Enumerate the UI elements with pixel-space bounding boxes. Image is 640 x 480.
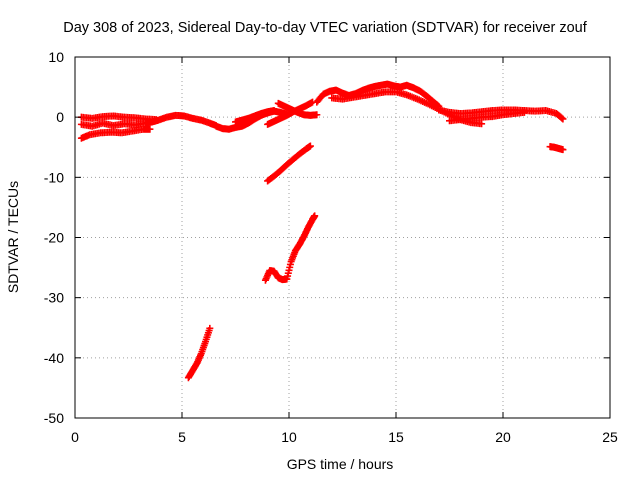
- x-tick-label: 10: [281, 429, 297, 445]
- x-axis-label: GPS time / hours: [287, 456, 394, 472]
- series-band-high: [77, 112, 160, 124]
- data-point: [270, 107, 278, 115]
- data-point: [520, 108, 528, 116]
- data-point: [559, 146, 567, 154]
- data-point: [313, 111, 321, 119]
- data-point: [306, 142, 314, 150]
- series-band-low: [77, 125, 154, 142]
- data-points: [77, 80, 567, 382]
- series-arc-minus-10: [264, 142, 314, 185]
- y-tick-label: -30: [44, 290, 64, 306]
- series-evening-lower: [446, 108, 528, 125]
- data-point: [311, 212, 319, 220]
- y-tick-label: 0: [56, 109, 64, 125]
- x-tick-label: 25: [602, 429, 618, 445]
- chart-title: Day 308 of 2023, Sidereal Day-to-day VTE…: [63, 20, 588, 36]
- axis-ticks: 0 5 10 15 20 25 -50 -40 -30 -20 -10 0 10: [44, 49, 618, 445]
- y-tick-label: -50: [44, 410, 64, 426]
- y-tick-label: -20: [44, 230, 64, 246]
- series-band-mid: [77, 111, 220, 130]
- series-morning-upper: [232, 107, 278, 126]
- data-point: [558, 114, 566, 122]
- data-point: [478, 120, 486, 128]
- y-tick-label: 10: [48, 49, 64, 65]
- x-tick-label: 15: [388, 429, 404, 445]
- y-axis-label: SDTVAR / TECUs: [5, 181, 21, 293]
- data-point: [206, 324, 214, 332]
- series-crossing-b: [274, 99, 321, 119]
- data-point: [559, 115, 567, 123]
- x-tick-label: 20: [495, 429, 511, 445]
- x-tick-label: 5: [178, 429, 186, 445]
- y-tick-label: -10: [44, 169, 64, 185]
- series-arc-minus-27: [261, 212, 319, 284]
- data-point: [146, 125, 154, 133]
- data-point: [152, 116, 160, 124]
- series-arc-minus-43: [184, 324, 214, 382]
- x-tick-label: 0: [71, 429, 79, 445]
- series-late-short: [546, 143, 567, 154]
- y-tick-label: -40: [44, 350, 64, 366]
